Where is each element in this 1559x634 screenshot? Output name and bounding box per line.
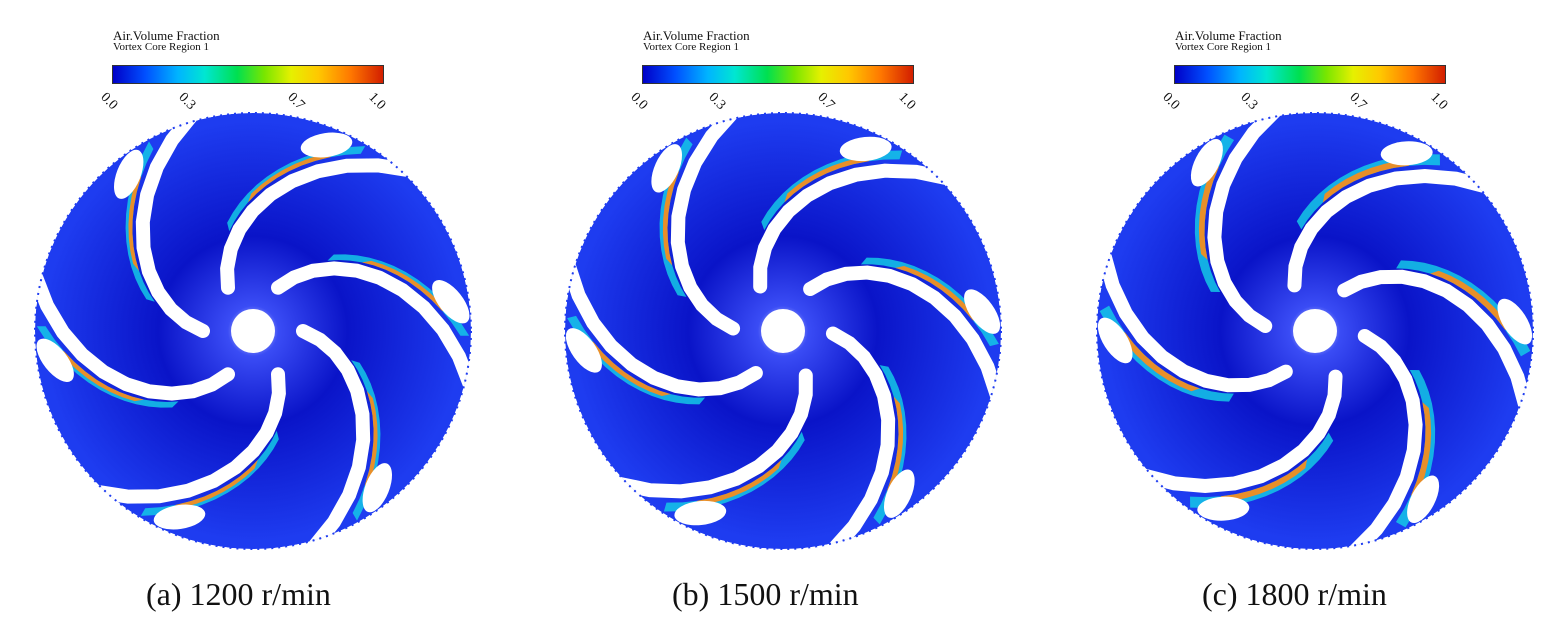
void-region: [1497, 298, 1533, 345]
hub-hole: [761, 309, 805, 353]
vortex-band-low: [36, 326, 179, 408]
void-region: [883, 469, 915, 518]
blade: [825, 326, 896, 549]
void-region: [1380, 141, 1433, 166]
caption: (c) 1800 r/min: [1202, 576, 1387, 612]
vortex-band-low: [567, 315, 706, 405]
void-region: [565, 328, 602, 373]
blade: [296, 324, 371, 549]
vortex-core-high: [1411, 402, 1432, 504]
legend-title: Air.Volume Fraction: [1175, 28, 1282, 43]
void-region: [1190, 138, 1223, 187]
blade: [670, 113, 741, 336]
caption: (b) 1500 r/min: [672, 576, 859, 612]
void-region: [839, 136, 892, 162]
colorbar: [112, 65, 384, 84]
blade: [220, 158, 418, 295]
impeller-contour: [34, 112, 472, 550]
rim-outline: [564, 112, 1002, 550]
blade: [1287, 168, 1495, 293]
vortex-core-high: [365, 391, 378, 495]
impeller-contour: [1096, 112, 1534, 550]
void-region: [651, 144, 683, 193]
panel-c: Air.Volume Fraction Vortex Core Region 1…: [1062, 0, 1559, 634]
void-region: [153, 504, 206, 530]
colorbar: [642, 65, 914, 84]
blade: [1346, 328, 1423, 549]
void-region: [432, 280, 470, 324]
void-region: [36, 338, 74, 382]
vortex-band-low: [1099, 305, 1234, 402]
blade: [35, 267, 235, 401]
vortex-band-low: [327, 254, 470, 336]
impeller-contour: [564, 112, 1002, 550]
void-region: [1197, 496, 1250, 521]
legend-title: Air.Volume Fraction: [643, 28, 750, 43]
blade: [1097, 246, 1293, 393]
blade: [1337, 269, 1533, 416]
legend-subtitle: Vortex Core Region 1: [113, 41, 210, 53]
blade: [271, 261, 471, 395]
void-region: [362, 463, 393, 513]
rim-outline: [1096, 112, 1534, 550]
vortex-core-high: [128, 167, 141, 271]
blade: [135, 113, 210, 338]
vortex-core-high: [887, 396, 904, 500]
hub-hole: [231, 309, 275, 353]
blade: [753, 163, 956, 294]
hub-hole: [1293, 309, 1337, 353]
void-region: [113, 149, 144, 199]
void-region: [300, 132, 353, 158]
blade: [1207, 113, 1284, 334]
blade: [610, 368, 813, 499]
legend-subtitle: Vortex Core Region 1: [1175, 41, 1272, 53]
void-region: [1407, 475, 1440, 524]
vortex-band-low: [140, 430, 279, 516]
vortex-band-low: [227, 146, 366, 232]
rim-outline: [34, 112, 472, 550]
panel-a: Air.Volume Fraction Vortex Core Region 1…: [0, 0, 520, 634]
void-region: [674, 500, 727, 526]
blade: [1135, 369, 1343, 494]
vortex-core-high: [662, 162, 679, 266]
vortex-band-low: [860, 257, 999, 347]
vortex-band-low: [1396, 260, 1531, 357]
panel-b: Air.Volume Fraction Vortex Core Region 1…: [530, 0, 1050, 634]
blade: [565, 256, 763, 397]
legend-subtitle: Vortex Core Region 1: [643, 41, 740, 53]
void-region: [1097, 317, 1133, 364]
blade: [803, 265, 1001, 406]
colorbar: [1174, 65, 1446, 84]
vortex-core-high: [1198, 158, 1219, 260]
void-region: [964, 289, 1001, 334]
legend-title: Air.Volume Fraction: [113, 28, 220, 43]
caption: (a) 1200 r/min: [146, 576, 331, 612]
blade: [88, 367, 286, 504]
